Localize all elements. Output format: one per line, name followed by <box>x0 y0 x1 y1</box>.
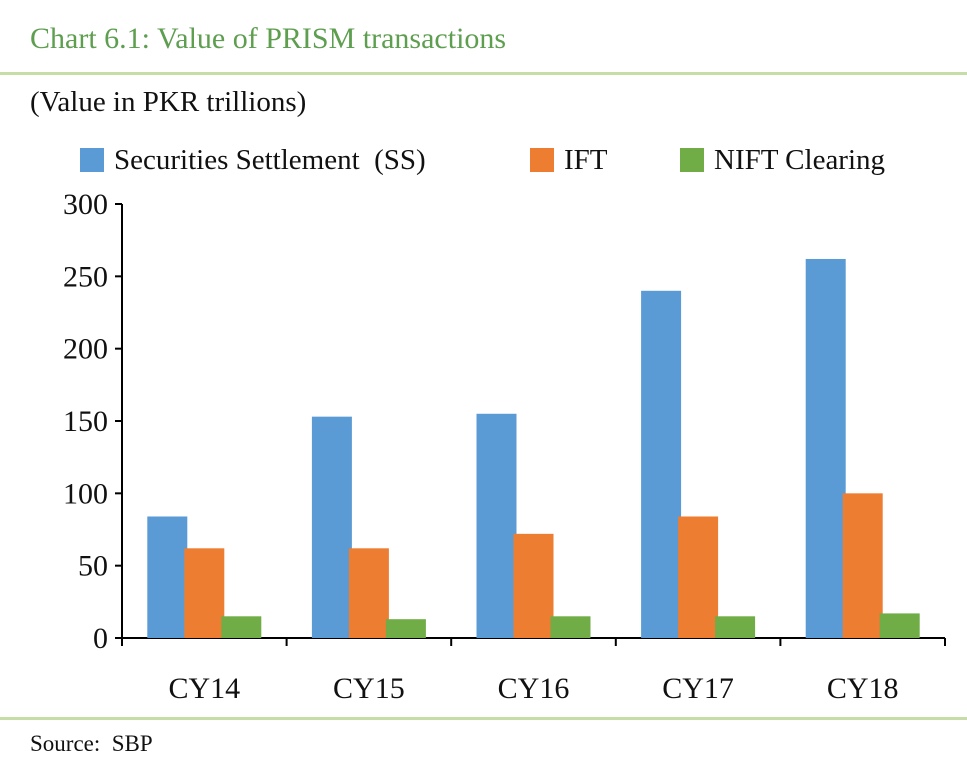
legend-label-ss: Securities Settlement (SS) <box>114 143 426 176</box>
bar-ift-cy15 <box>348 548 389 638</box>
bar-nift-clearing-cy15 <box>385 619 426 638</box>
y-tick-label: 300 <box>63 188 108 221</box>
x-tick-label: CY14 <box>168 672 240 705</box>
bar-securities-settlement-ss-cy15 <box>311 416 352 638</box>
y-tick-label: 150 <box>63 405 108 438</box>
chart-subtitle: (Value in PKR trillions) <box>30 86 307 118</box>
chart-title: Chart 6.1: Value of PRISM transactions <box>30 22 507 55</box>
legend-label-ift: IFT <box>564 143 608 176</box>
y-tick-label: 0 <box>93 622 108 655</box>
bar-ift-cy18 <box>842 493 883 638</box>
legend-item-ift: IFT <box>530 143 608 177</box>
legend-item-ss: Securities Settlement (SS) <box>80 143 426 177</box>
source-note: Source: SBP <box>30 731 153 756</box>
legend-label-nift: NIFT Clearing <box>714 143 886 176</box>
y-tick-label: 250 <box>63 260 108 293</box>
y-tick-label: 100 <box>63 477 108 510</box>
y-tick-label: 50 <box>78 550 108 583</box>
x-tick-label: CY15 <box>333 672 405 705</box>
legend-swatch-ss <box>80 148 104 172</box>
bar-securities-settlement-ss-cy16 <box>476 413 517 638</box>
x-tick-label: CY16 <box>498 672 570 705</box>
bar-nift-clearing-cy18 <box>879 613 920 638</box>
x-tick-label: CY18 <box>827 672 899 705</box>
bar-securities-settlement-ss-cy17 <box>641 290 682 638</box>
y-tick-label: 200 <box>63 333 108 366</box>
bar-nift-clearing-cy14 <box>221 616 262 638</box>
legend-swatch-ift <box>530 148 554 172</box>
bar-ift-cy16 <box>513 533 554 638</box>
bar-securities-settlement-ss-cy14 <box>147 516 188 638</box>
title-divider <box>0 72 967 75</box>
bar-nift-clearing-cy17 <box>715 616 756 638</box>
legend-swatch-nift <box>680 148 704 172</box>
x-tick-label: CY17 <box>662 672 734 705</box>
footer-divider <box>0 717 967 720</box>
bar-ift-cy17 <box>678 516 719 638</box>
bar-ift-cy14 <box>184 548 225 638</box>
bar-nift-clearing-cy16 <box>550 616 591 638</box>
bar-securities-settlement-ss-cy18 <box>805 258 846 638</box>
legend-item-nift: NIFT Clearing <box>680 143 885 177</box>
